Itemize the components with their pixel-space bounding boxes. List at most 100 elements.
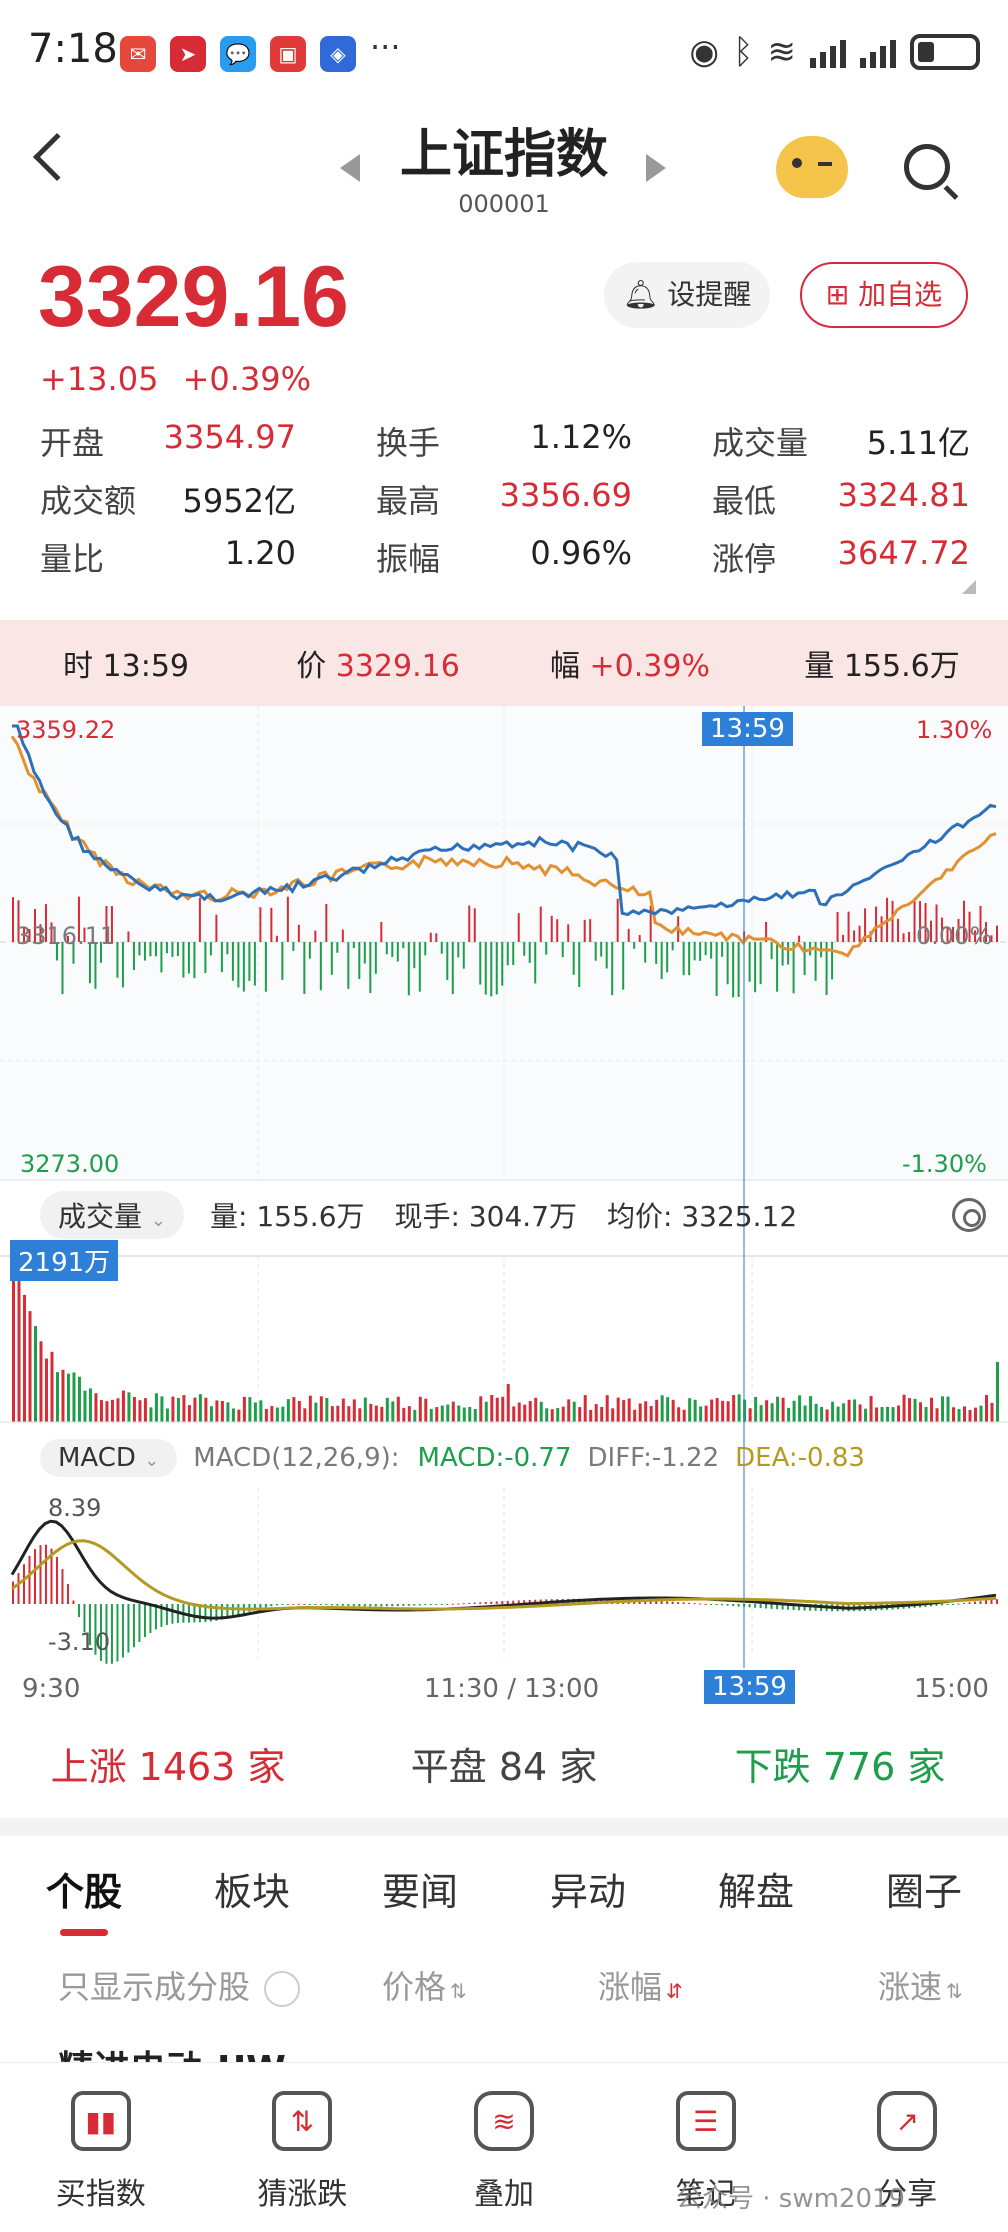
volume-bars	[12, 1256, 999, 1422]
tab-stocks[interactable]: 个股	[0, 1856, 168, 1936]
volume-bar	[979, 1405, 983, 1422]
nav-overlay[interactable]: ≋ 叠加	[403, 2063, 605, 2232]
nav-buy-index[interactable]: ▮▮ 买指数	[0, 2063, 202, 2232]
volume-bar	[209, 1406, 213, 1422]
volume-bar	[770, 1403, 774, 1422]
minute-bar	[105, 905, 108, 942]
volume-bar	[693, 1399, 697, 1422]
price-high-label: 3359.22	[16, 716, 116, 744]
minute-bar	[275, 935, 278, 942]
macd-bar	[154, 1604, 157, 1630]
volume-bar	[176, 1397, 180, 1422]
volume-bar	[281, 1406, 285, 1422]
nav-notes[interactable]: ☰ 笔记	[605, 2063, 807, 2232]
volume-bar	[259, 1400, 263, 1422]
tab-community[interactable]: 圈子	[885, 1870, 962, 1914]
volume-bar	[952, 1407, 956, 1422]
minute-bar	[484, 942, 487, 995]
volume-bar	[55, 1372, 59, 1422]
volume-bar	[589, 1409, 593, 1422]
macd-bar	[380, 1604, 383, 1607]
nav-guess[interactable]: ⇅ 猜涨跌	[202, 2063, 404, 2232]
prev-index-icon[interactable]	[340, 154, 360, 182]
volume-bar	[182, 1395, 186, 1422]
volume-bar	[611, 1408, 615, 1422]
minute-bar	[990, 935, 993, 942]
minute-bar	[913, 899, 916, 942]
macd-bar	[12, 1581, 14, 1604]
minute-bar	[776, 942, 779, 992]
minute-bar	[308, 942, 311, 959]
volume-bar	[424, 1398, 428, 1422]
intraday-chart[interactable]	[0, 706, 1008, 1668]
minute-bar	[462, 942, 465, 969]
minute-bar	[336, 942, 339, 953]
volume-bar	[913, 1398, 917, 1422]
minute-bar	[594, 942, 597, 961]
price-low-label: 3273.00	[20, 1150, 120, 1178]
sort-speed[interactable]: 涨速 ⇅	[878, 1968, 963, 2006]
search-icon[interactable]	[904, 144, 950, 190]
volume-bar	[204, 1397, 208, 1422]
minute-bar	[468, 905, 471, 942]
signal-icon	[860, 36, 896, 68]
nav-share[interactable]: ↗ 分享	[806, 2063, 1008, 2232]
volume-bar	[605, 1395, 609, 1422]
minute-bar	[880, 916, 883, 942]
minute-bar	[286, 896, 289, 942]
macd-bar	[699, 1603, 702, 1605]
volume-bar	[825, 1409, 829, 1422]
content-tabs: 个股 板块 要闻 异动 解盘 圈子	[0, 1856, 1008, 1936]
minute-bar	[501, 942, 504, 986]
volume-bar	[737, 1394, 741, 1422]
volume-bar	[198, 1394, 202, 1422]
next-index-icon[interactable]	[646, 154, 666, 182]
volume-bar	[292, 1397, 296, 1422]
macd-bar	[303, 1603, 306, 1605]
time-cursor: 13:59	[704, 1670, 795, 1704]
set-alert-button[interactable]: 🔔︎ 设提醒	[604, 262, 770, 328]
minute-bar	[83, 927, 86, 942]
list-row-peek[interactable]: 精进电动-UW	[58, 2040, 286, 2062]
sort-change[interactable]: 涨幅 ⇵	[598, 1968, 683, 2006]
indicator-selector-volume[interactable]: 成交量 ⌄	[40, 1191, 185, 1239]
minute-bar	[28, 928, 31, 942]
volume-bar	[875, 1407, 879, 1422]
mascot-icon[interactable]	[776, 136, 848, 198]
minute-bar	[220, 942, 223, 973]
volume-bar	[165, 1408, 169, 1422]
macd-bar	[325, 1604, 328, 1605]
macd-bar	[479, 1602, 482, 1604]
tab-movers[interactable]: 异动	[549, 1870, 626, 1914]
minute-bar	[226, 942, 229, 955]
minute-bar	[539, 906, 542, 942]
minute-bar	[66, 935, 69, 942]
minute-bar	[160, 942, 163, 973]
bluetooth-icon: ᛒ	[733, 32, 754, 72]
app-notification-icon: ➤	[170, 36, 206, 72]
average-price-line	[10, 735, 997, 958]
tab-sectors[interactable]: 板块	[213, 1870, 290, 1914]
constituents-only-toggle[interactable]: 只显示成分股	[58, 1962, 301, 2008]
volume-bar	[77, 1376, 81, 1422]
macd-bar	[61, 1569, 64, 1604]
expand-corner-icon[interactable]	[962, 580, 976, 594]
macd-bar	[787, 1604, 790, 1610]
add-watchlist-button[interactable]: ⊞ 加自选	[800, 262, 968, 328]
volume-bar	[787, 1407, 791, 1422]
minute-bar	[215, 914, 218, 942]
indicator-selector-macd[interactable]: MACD ⌄	[40, 1439, 178, 1477]
tab-analysis[interactable]: 解盘	[717, 1870, 794, 1914]
macd-bar	[72, 1600, 75, 1604]
macd-bar	[765, 1604, 768, 1609]
tab-news[interactable]: 要闻	[381, 1870, 458, 1914]
stat-label: 振幅	[376, 540, 441, 578]
settings-gear-icon[interactable]	[952, 1198, 986, 1232]
macd-bar	[451, 1603, 454, 1605]
info-time: 时 13:59	[62, 649, 189, 684]
macd-bar	[105, 1604, 108, 1664]
minute-bar	[704, 942, 707, 956]
macd-bar	[941, 1604, 944, 1606]
volume-bar	[105, 1401, 109, 1422]
sort-price[interactable]: 价格 ⇅	[382, 1968, 467, 2006]
